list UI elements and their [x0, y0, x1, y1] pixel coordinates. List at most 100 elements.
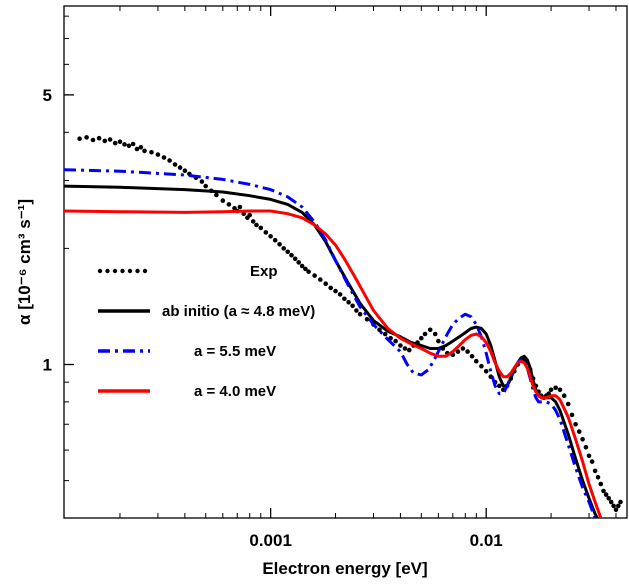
exp-data-point	[573, 422, 578, 427]
exp-data-point	[263, 230, 269, 235]
exp-data-point	[112, 140, 118, 146]
exp-data-point	[497, 383, 502, 389]
exp-data-point	[90, 137, 96, 143]
exp-data-point	[142, 148, 147, 154]
exp-data-point	[318, 277, 323, 282]
exp-data-point	[364, 317, 370, 322]
exp-data-point	[77, 136, 82, 141]
exp-data-point	[337, 292, 343, 297]
exp-data-point	[117, 139, 123, 144]
exp-data-point	[292, 256, 298, 262]
exp-data-point	[328, 285, 334, 291]
exp-data-point	[595, 475, 601, 480]
exp-data-point	[281, 246, 287, 251]
exp-data-point	[548, 387, 554, 393]
exp-data-point	[312, 273, 317, 278]
tick-labels: 0.001 0.01 1 5	[43, 86, 503, 550]
exp-data-point	[465, 349, 470, 354]
exp-data-point	[557, 387, 563, 393]
exp-data-point	[342, 296, 347, 302]
exp-data-point	[84, 135, 89, 140]
exp-data-point	[107, 137, 113, 142]
exp-data-point	[226, 202, 232, 207]
exp-data-point	[419, 335, 424, 341]
y-tick-label: 1	[43, 356, 52, 375]
exp-data-point	[289, 252, 294, 258]
exp-data-point	[138, 144, 144, 150]
legend-swatch-dot	[112, 268, 118, 274]
exp-data-point	[161, 155, 167, 160]
x-axis-label: Electron energy [eV]	[262, 559, 427, 578]
exp-data-point	[613, 507, 619, 513]
legend: Exp ab initio (a ≈ 4.8 meV) a = 5.5 meV a =…	[97, 263, 315, 400]
legend-swatch-dot	[105, 268, 110, 274]
exp-data-point	[483, 369, 489, 374]
exp-data-point	[199, 179, 205, 184]
exp-data-point	[134, 146, 140, 152]
exp-data-point	[583, 445, 589, 450]
exp-data-point	[306, 269, 311, 275]
exp-data-point	[589, 459, 595, 464]
exp-data-point	[303, 266, 308, 272]
exp-data-point	[102, 138, 108, 144]
x-tick-label: 0.01	[470, 531, 503, 550]
exp-data-point	[474, 358, 479, 364]
exp-data-point	[427, 327, 433, 333]
exp-data-point	[618, 499, 623, 505]
exp-data-point	[258, 225, 264, 231]
series-layer	[64, 135, 623, 518]
exp-data-point	[576, 429, 582, 434]
exp-data-point	[203, 183, 208, 189]
exp-data-point	[285, 249, 291, 255]
exp-data-point	[422, 331, 428, 337]
exp-data-point	[357, 311, 363, 317]
exp-data-point	[608, 499, 614, 505]
exp-data-point	[402, 346, 408, 351]
series-line-a-5-5-mev	[64, 168, 597, 518]
exp-data-point	[586, 453, 592, 459]
exp-data-point	[561, 393, 567, 399]
exp-data-point	[601, 488, 606, 494]
exp-data-point	[250, 219, 256, 224]
exp-data-point	[268, 234, 273, 239]
exp-data-point	[606, 496, 611, 501]
legend-swatch-dot	[97, 268, 103, 274]
exp-data-point	[565, 401, 571, 407]
exp-data-point	[569, 412, 575, 418]
exp-data-point	[237, 204, 243, 210]
minor-ticks	[64, 6, 617, 518]
exp-data-point	[177, 165, 183, 170]
exp-data-point	[214, 192, 219, 198]
exp-data-point	[553, 385, 558, 391]
exp-data-point	[167, 158, 172, 163]
exp-data-point	[436, 338, 441, 344]
legend-label: a = 5.5 meV	[194, 343, 276, 360]
exp-data-point	[254, 222, 259, 228]
exp-data-point	[126, 143, 132, 149]
series-line-a-4-0-mev	[64, 209, 603, 518]
legend-swatch-dot	[127, 268, 133, 274]
exp-data-point	[603, 492, 609, 497]
exp-data-point	[323, 281, 329, 287]
exp-data-point	[96, 135, 102, 141]
exp-data-point	[460, 346, 466, 351]
exp-data-point	[296, 260, 302, 265]
exp-data-point	[616, 503, 621, 509]
y-axis-label: α [10⁻⁶ cm³ s⁻¹]	[15, 199, 34, 325]
exp-data-point	[172, 162, 178, 167]
exp-data-point	[455, 349, 461, 354]
exp-data-point	[247, 212, 252, 218]
exp-data-point	[611, 503, 616, 509]
exp-data-point	[398, 343, 403, 348]
exp-data-point	[333, 288, 338, 294]
legend-swatch-dot	[135, 268, 140, 274]
exp-data-point	[432, 331, 438, 337]
exp-data-point	[155, 152, 161, 157]
legend-label: a = 4.0 meV	[194, 383, 276, 400]
exp-data-point	[149, 150, 154, 155]
exp-data-point	[350, 303, 355, 309]
exp-data-point	[580, 437, 585, 442]
exp-data-point	[393, 338, 398, 344]
exp-data-point	[598, 481, 604, 487]
